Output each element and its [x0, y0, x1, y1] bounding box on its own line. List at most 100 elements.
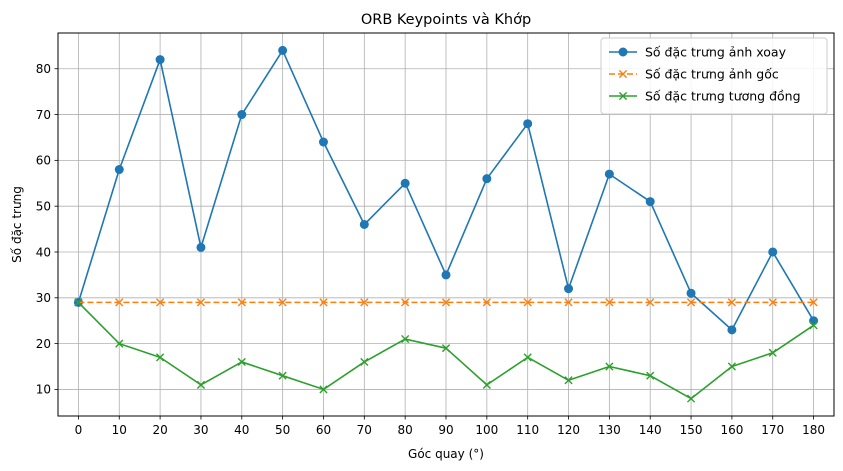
data-point — [196, 380, 206, 389]
data-point — [155, 55, 165, 65]
data-point — [564, 284, 574, 294]
x-tick-label: 130 — [598, 423, 621, 437]
data-point — [604, 169, 614, 179]
data-point — [482, 380, 491, 389]
legend-marker — [618, 69, 628, 79]
x-axis-ticks: 0 10 20 30 40 50 60 70 80 90 100 110 120 130 140 150 160… — [75, 416, 825, 437]
data-point — [646, 298, 655, 307]
data-point — [768, 348, 777, 357]
x-tick-label: 0 — [75, 423, 83, 437]
data-point — [809, 298, 818, 307]
chart-title: ORB Keypoints và Khớp — [361, 12, 531, 28]
data-point — [809, 321, 818, 330]
data-point — [727, 325, 737, 335]
data-point — [156, 298, 165, 307]
legend-item: Số đặc trưng ảnh gốc — [609, 67, 779, 82]
data-point — [278, 298, 287, 307]
data-point — [441, 344, 451, 353]
x-tick-label: 10 — [112, 423, 127, 437]
data-point — [646, 371, 655, 380]
x-tick-label: 40 — [234, 423, 249, 437]
data-point — [605, 362, 614, 371]
data-point — [318, 137, 328, 147]
y-tick-label: 50 — [36, 199, 51, 213]
data-point — [319, 385, 328, 394]
data-point — [74, 298, 83, 307]
data-point — [441, 298, 451, 307]
x-tick-label: 80 — [398, 423, 413, 437]
x-tick-label: 30 — [193, 423, 208, 437]
data-point — [360, 357, 369, 367]
x-tick-label: 50 — [275, 423, 290, 437]
data-point — [114, 165, 124, 175]
legend-box — [600, 37, 828, 115]
series-3 — [74, 298, 818, 403]
data-point — [605, 298, 614, 307]
data-point — [727, 362, 736, 371]
data-point — [115, 339, 124, 348]
x-tick-label: 100 — [475, 423, 498, 437]
data-point — [359, 220, 369, 229]
data-point — [482, 298, 491, 307]
legend-label: Số đặc trưng ảnh gốc — [645, 67, 779, 82]
data-point — [441, 270, 451, 280]
data-point — [809, 316, 819, 326]
x-tick-label: 120 — [557, 423, 580, 437]
x-tick-label: 70 — [357, 423, 372, 437]
data-point — [564, 298, 573, 307]
data-point — [523, 298, 532, 307]
y-axis-title: Số đặc trưng — [10, 186, 24, 263]
legend: Số đặc trưng ảnh xoay Số đặc trưng ảnh gố… — [600, 37, 828, 115]
data-point — [564, 376, 573, 385]
x-tick-label: 160 — [720, 423, 743, 437]
x-tick-label: 170 — [761, 423, 784, 437]
data-point — [686, 394, 696, 403]
y-tick-label: 60 — [36, 154, 51, 168]
data-point — [278, 371, 287, 380]
grid — [58, 33, 834, 416]
y-axis-ticks: 10 20 30 40 50 60 70 80 — [36, 62, 58, 397]
data-point — [196, 242, 206, 252]
y-tick-label: 80 — [36, 62, 51, 76]
data-point — [401, 334, 410, 344]
data-point — [278, 45, 288, 55]
data-point — [156, 353, 165, 362]
data-point — [645, 197, 655, 207]
data-point — [768, 247, 778, 257]
x-tick-label: 60 — [316, 423, 331, 437]
data-point — [686, 288, 696, 298]
data-point — [196, 298, 206, 307]
x-axis-title: Góc quay (°) — [408, 447, 484, 461]
y-tick-label: 40 — [36, 245, 51, 259]
data-point — [400, 178, 410, 188]
data-point — [115, 298, 124, 307]
data-point — [686, 298, 696, 307]
legend-label: Số đặc trưng tương đồng — [645, 89, 801, 104]
data-point — [727, 298, 736, 307]
data-point — [482, 174, 492, 184]
data-point — [768, 298, 777, 307]
data-point — [523, 353, 532, 362]
x-tick-label: 180 — [802, 423, 825, 437]
legend-marker — [618, 47, 628, 57]
data-point — [237, 357, 246, 367]
legend-item: Số đặc trưng ảnh xoay — [609, 45, 787, 60]
x-tick-label: 90 — [438, 423, 453, 437]
data-point — [360, 298, 369, 307]
series-layer — [73, 45, 819, 403]
data-point — [401, 298, 410, 307]
data-point — [237, 110, 247, 120]
data-point — [523, 119, 533, 129]
legend-label: Số đặc trưng ảnh xoay — [645, 45, 787, 60]
y-tick-label: 20 — [36, 337, 51, 351]
y-tick-label: 30 — [36, 291, 51, 305]
data-point — [237, 298, 246, 307]
y-tick-label: 10 — [36, 383, 51, 397]
legend-marker — [618, 91, 628, 101]
x-tick-label: 150 — [680, 423, 703, 437]
x-tick-label: 20 — [152, 423, 167, 437]
data-point — [319, 298, 328, 307]
x-tick-label: 110 — [516, 423, 539, 437]
